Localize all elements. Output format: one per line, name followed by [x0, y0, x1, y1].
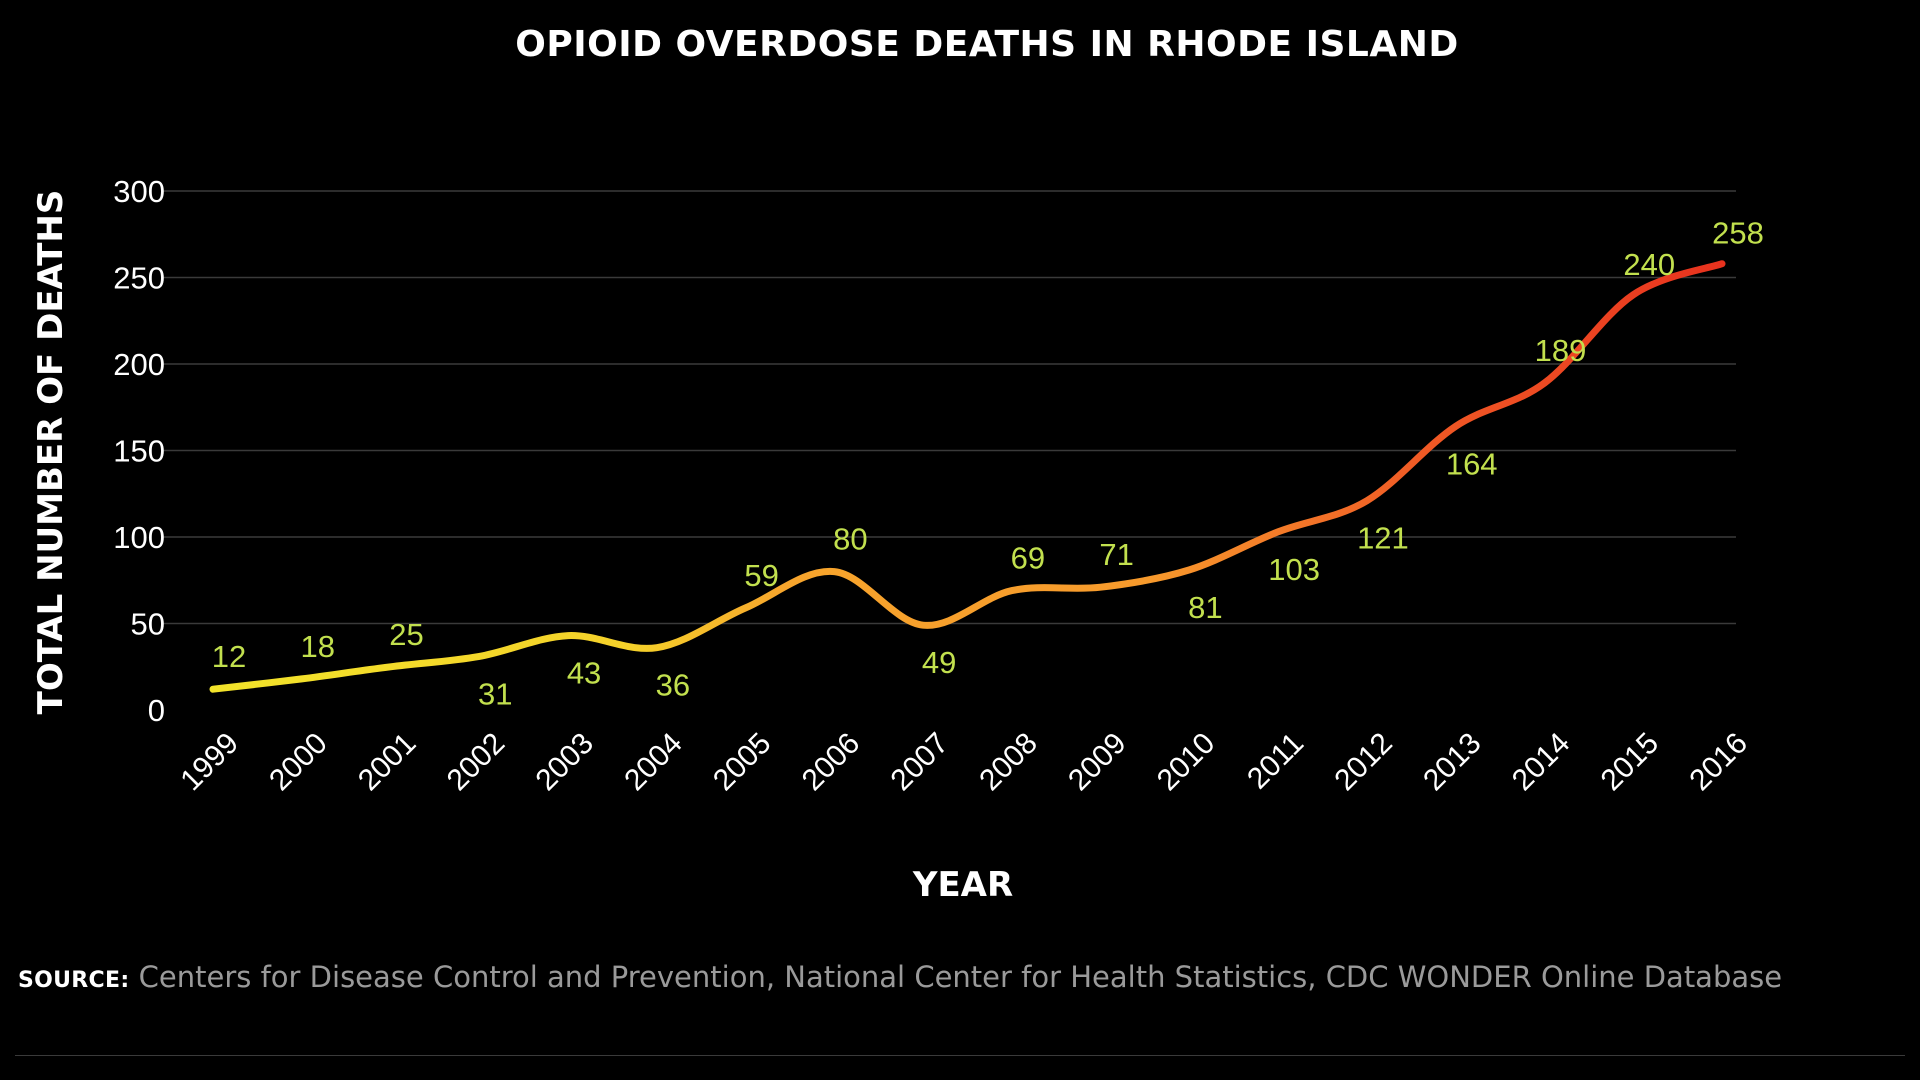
series-line [209, 260, 1726, 693]
y-axis-ticks: 0 50 100 150 200 250 300 [113, 174, 165, 728]
data-label: 164 [1446, 446, 1498, 481]
x-tick-label: 2004 [618, 727, 689, 798]
data-label: 69 [1011, 541, 1045, 576]
x-tick-label: 2002 [441, 727, 512, 798]
data-label: 12 [212, 639, 246, 674]
x-tick-label: 2016 [1683, 727, 1754, 798]
data-label: 121 [1357, 521, 1409, 556]
x-tick-label: 2015 [1595, 727, 1666, 798]
x-tick-label: 2008 [973, 727, 1044, 798]
y-tick-label: 250 [113, 261, 165, 296]
x-tick-label: 2013 [1417, 727, 1488, 798]
data-label: 71 [1099, 537, 1133, 572]
chart-title: OPIOID OVERDOSE DEATHS IN RHODE ISLAND [515, 24, 1459, 65]
x-tick-label: 2005 [707, 727, 778, 798]
x-tick-label: 2001 [352, 727, 423, 798]
x-axis-ticks: 1999 2000 2001 2002 2003 2004 2005 2006 2007 2008… [174, 727, 1754, 798]
data-label: 240 [1623, 247, 1675, 282]
x-tick-label: 2011 [1241, 727, 1310, 796]
data-label: 59 [744, 558, 778, 593]
data-label: 189 [1535, 333, 1587, 368]
data-label: 80 [833, 522, 867, 557]
x-axis-title: YEAR [912, 865, 1013, 905]
y-tick-label: 50 [131, 607, 165, 642]
y-axis-title: TOTAL NUMBER OF DEATHS [31, 190, 71, 715]
data-label: 18 [301, 629, 335, 664]
data-label: 81 [1188, 590, 1222, 625]
gridlines [162, 190, 1736, 625]
source-note: SOURCE: Centers for Disease Control and … [18, 960, 1908, 994]
data-label: 49 [922, 645, 956, 680]
data-label: 36 [656, 668, 690, 703]
x-tick-label: 2000 [263, 727, 334, 798]
x-tick-label: 2010 [1151, 727, 1222, 798]
source-text: Centers for Disease Control and Preventi… [138, 960, 1783, 994]
bottom-divider [15, 1055, 1905, 1056]
data-label: 43 [567, 656, 601, 691]
data-label: 258 [1712, 216, 1764, 251]
x-tick-label: 2012 [1328, 727, 1399, 798]
x-tick-label: 2014 [1506, 727, 1577, 798]
data-label: 25 [389, 617, 423, 652]
y-tick-label: 300 [113, 174, 165, 209]
source-label: SOURCE: [18, 968, 130, 993]
y-tick-label: 150 [113, 434, 165, 469]
y-tick-label: 200 [113, 347, 165, 382]
data-label: 103 [1268, 552, 1320, 587]
x-tick-label: 1999 [174, 727, 245, 798]
x-tick-label: 2006 [796, 727, 867, 798]
data-label: 31 [478, 676, 512, 711]
x-tick-label: 2007 [885, 727, 956, 798]
x-tick-label: 2003 [529, 727, 600, 798]
x-tick-label: 2009 [1062, 727, 1133, 798]
y-tick-label: 0 [148, 693, 165, 728]
data-labels: 12 18 25 31 43 36 59 80 49 69 71 81 103 121 164 189 240 2… [212, 216, 1764, 712]
y-tick-label: 100 [113, 520, 165, 555]
